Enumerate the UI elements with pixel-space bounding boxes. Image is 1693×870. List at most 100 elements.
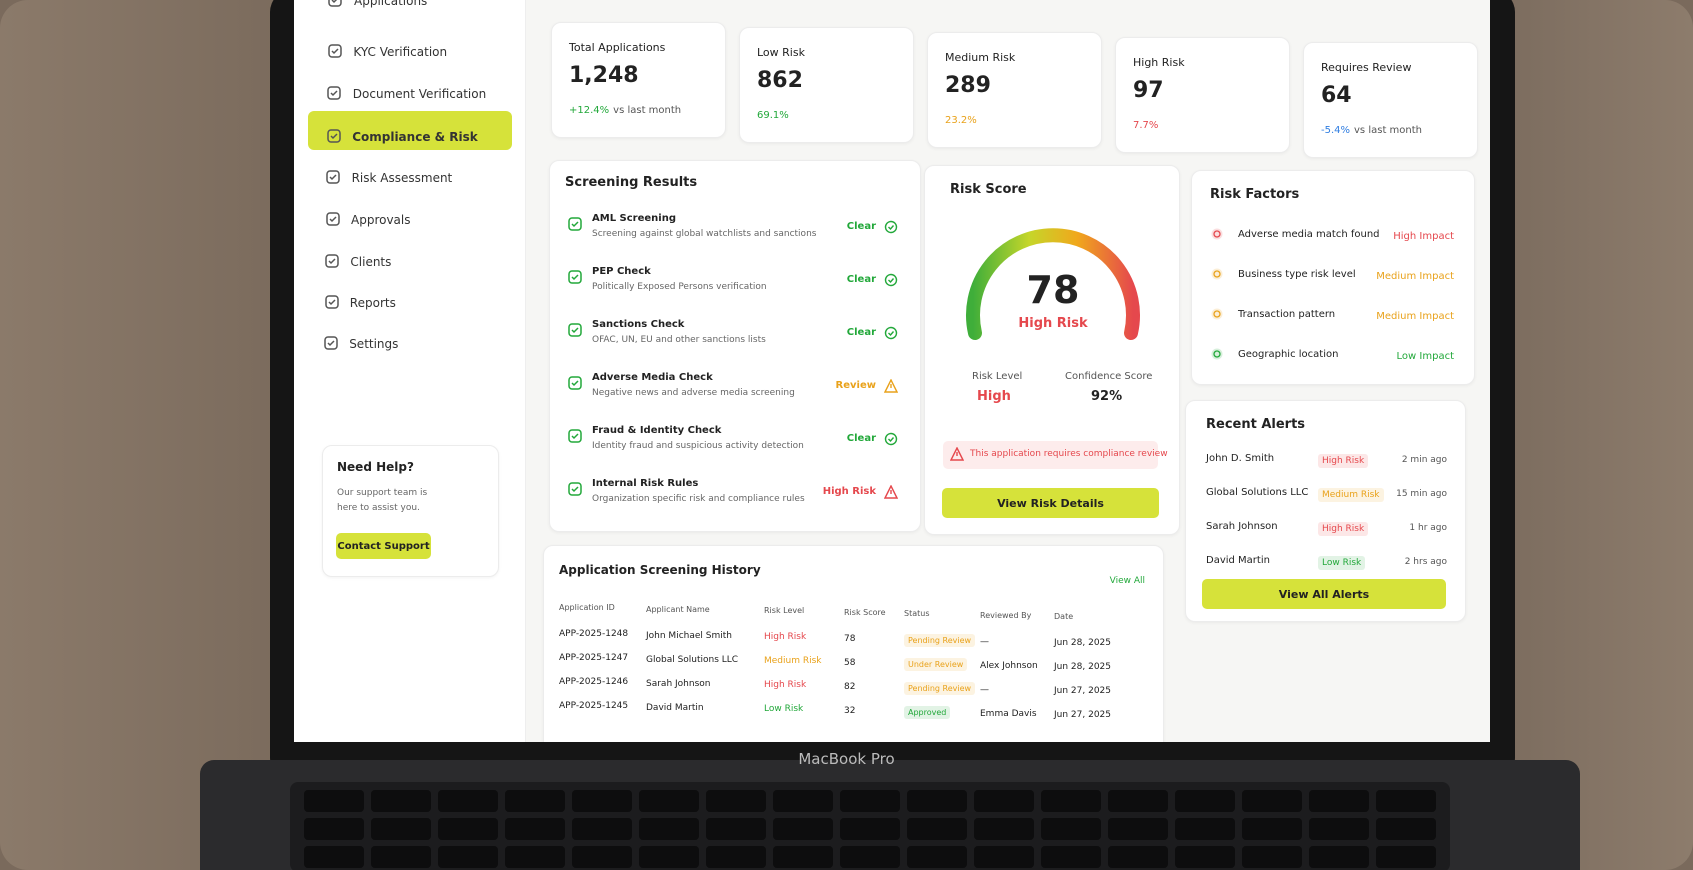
confidence-value: 92% (1091, 389, 1123, 404)
factor-name: Adverse media match found (1238, 229, 1380, 240)
key (438, 790, 498, 812)
help-button[interactable]: Contact Support (336, 533, 431, 559)
risk-level: Low Risk (764, 704, 804, 714)
key (304, 846, 364, 868)
icon (884, 273, 898, 287)
key (1175, 790, 1235, 812)
key (1041, 846, 1101, 868)
key (840, 818, 900, 840)
icon (884, 432, 898, 446)
factor-name: Geographic location (1238, 349, 1339, 360)
key (639, 818, 699, 840)
screening-card: Screening Results AML Screening Screening … (549, 160, 921, 532)
stat-change-row: +12.4% vs last month (569, 105, 681, 116)
stat-change: 7.7% (1133, 120, 1159, 131)
key (572, 818, 632, 840)
icon (326, 170, 340, 184)
key (639, 846, 699, 868)
factor-impact: Medium Impact (1376, 271, 1454, 282)
alert-level: Medium Risk (1318, 488, 1384, 502)
icon (325, 254, 339, 268)
icon (1211, 268, 1223, 280)
card-title: Risk Factors (1210, 187, 1300, 202)
check-desc: Negative news and adverse media screenin… (592, 388, 795, 398)
stat-change: 23.2% (945, 115, 977, 126)
risk-score-card: Risk Score 78 High Risk Risk Level High Confi… (924, 165, 1180, 535)
key (706, 846, 766, 868)
history-card: Application Screening History View All App… (543, 545, 1164, 742)
stat-value: 289 (945, 73, 991, 98)
key (1242, 846, 1302, 868)
stat-value: 97 (1133, 78, 1164, 103)
nav-item[interactable]: Settings (349, 337, 399, 351)
table-cell: APP-2025-1248 (559, 629, 629, 639)
alert-level: High Risk (1318, 454, 1369, 468)
card-title: Recent Alerts (1206, 417, 1306, 432)
stat-change: +12.4% (569, 105, 610, 116)
table-cell: Emma Davis (980, 708, 1037, 719)
check-desc: OFAC, UN, EU and other sanctions lists (592, 335, 766, 345)
icon (568, 323, 582, 337)
table-cell: — (980, 684, 989, 695)
check-name: PEP Check (592, 266, 651, 277)
warning-text: This application requires compliance rev… (970, 449, 1168, 459)
check-name: AML Screening (592, 213, 676, 224)
table-cell: — (980, 636, 989, 647)
check-status: Clear (846, 221, 876, 232)
icon (328, 0, 342, 7)
risk-level: Medium Risk (764, 656, 822, 666)
table-header: Risk Level (764, 606, 805, 615)
view-all-link[interactable]: View All (1109, 576, 1145, 586)
key (974, 846, 1034, 868)
key (371, 846, 431, 868)
icon (327, 86, 341, 100)
stat-note: vs last month (1354, 125, 1422, 136)
risk-level: High Risk (764, 632, 807, 642)
check-status: Clear (846, 433, 876, 444)
icon (884, 485, 898, 499)
key (1376, 790, 1436, 812)
key (907, 818, 967, 840)
factor-name: Transaction pattern (1238, 309, 1336, 320)
table-cell: Jun 27, 2025 (1054, 686, 1112, 696)
key (974, 790, 1034, 812)
icon (568, 217, 582, 231)
key (1108, 846, 1168, 868)
status-pill: Pending Review (904, 634, 976, 647)
nav-item[interactable]: Approvals (351, 213, 411, 227)
icon (326, 129, 341, 143)
nav-item[interactable]: Clients (350, 255, 392, 269)
key (505, 818, 565, 840)
check-status: Clear (846, 327, 876, 338)
nav-item[interactable]: Risk Assessment (351, 171, 453, 185)
stat-card: Requires Review 64 -5.4% vs last month (1303, 42, 1478, 158)
warning-box: This application requires compliance rev… (943, 441, 1168, 469)
key (773, 818, 833, 840)
icon (950, 447, 964, 461)
status-pill: Under Review (904, 658, 968, 671)
alerts-card: Recent Alerts John D. Smith High Risk 2 min… (1185, 400, 1466, 622)
nav-item[interactable]: KYC Verification (353, 45, 448, 59)
help-title: Need Help? (337, 460, 414, 474)
table-cell: John Michael Smith (646, 630, 732, 641)
view-risk-button[interactable]: View Risk Details (942, 488, 1159, 518)
key (1175, 818, 1235, 840)
key (304, 818, 364, 840)
table-header: Application ID (559, 603, 615, 612)
check-name: Adverse Media Check (592, 372, 713, 383)
nav-item[interactable]: Applications (354, 0, 428, 8)
check-name: Fraud & Identity Check (592, 425, 722, 436)
nav-item[interactable]: Reports (349, 296, 396, 310)
nav-item[interactable]: Compliance & Risk (352, 130, 478, 144)
key (304, 790, 364, 812)
alert-time: 1 hr ago (1409, 523, 1447, 533)
icon (884, 379, 898, 393)
table-cell: 58 (844, 657, 856, 668)
view-alerts-button[interactable]: View All Alerts (1202, 579, 1446, 609)
check-status: Review (835, 380, 876, 391)
nav-item[interactable]: Document Verification (352, 87, 487, 101)
alert-level: Low Risk (1318, 556, 1366, 570)
stat-change: -5.4% (1321, 125, 1351, 136)
factor-impact: Medium Impact (1376, 311, 1454, 322)
key (1309, 846, 1369, 868)
